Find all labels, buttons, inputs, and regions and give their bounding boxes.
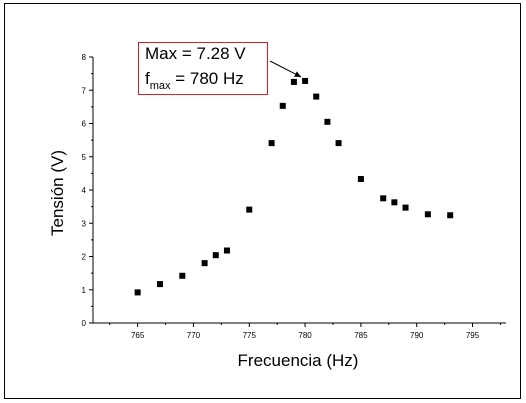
y-tick-label: 3 (82, 219, 87, 228)
y-tick-label: 6 (82, 120, 87, 129)
figure-frame (4, 3, 521, 399)
x-tick-label: 775 (243, 331, 257, 340)
x-tick-label: 795 (466, 331, 480, 340)
data-point (246, 206, 253, 213)
y-axis-label: Tensión (V) (48, 150, 67, 236)
ticks: 0 1 2 3 4 5 6 7 8 765 770 775 780 785 790 795 (82, 53, 501, 340)
annotation-max-subscript: max (149, 80, 171, 92)
data-point (324, 118, 331, 125)
data-point (290, 78, 297, 85)
data-point (447, 212, 454, 219)
y-tick-label: 1 (82, 286, 87, 295)
data-point (357, 176, 364, 183)
x-tick-label: 765 (131, 331, 145, 340)
annotation-fmax-value: = 780 Hz (170, 69, 244, 88)
data-points (134, 77, 454, 296)
x-axis-label: Frecuencia (Hz) (238, 351, 359, 370)
annotation-fmax: fmax = 780 Hz (145, 69, 244, 92)
x-tick-label: 770 (187, 331, 201, 340)
data-point (302, 77, 309, 84)
y-tick-label: 2 (82, 253, 87, 262)
x-tick-label: 790 (410, 331, 424, 340)
data-point (391, 199, 398, 206)
x-tick-label: 785 (354, 331, 368, 340)
x-tick-label: 780 (298, 331, 312, 340)
axes (92, 57, 506, 324)
data-point (212, 252, 219, 259)
y-tick-label: 7 (82, 86, 87, 95)
y-tick-label: 5 (82, 153, 87, 162)
annotation-f-symbol: f (145, 69, 150, 88)
data-point (179, 272, 186, 279)
data-point (313, 93, 320, 100)
arrow-head (294, 71, 302, 77)
data-point (424, 211, 431, 218)
y-tick-label: 0 (82, 319, 87, 328)
y-tick-label: 4 (82, 186, 87, 195)
data-point (268, 140, 275, 147)
data-point (201, 260, 208, 267)
data-point (223, 247, 230, 254)
data-point (134, 289, 141, 296)
annotation-max-value: Max = 7.28 V (145, 44, 246, 63)
data-point (380, 195, 387, 202)
data-point (402, 204, 409, 211)
data-point (279, 102, 286, 109)
data-point (335, 140, 342, 147)
data-point (156, 281, 163, 288)
max-annotation-box: Max = 7.28 V fmax = 780 Hz (138, 42, 268, 95)
annotation-arrow (269, 60, 302, 78)
y-tick-label: 8 (82, 53, 87, 62)
